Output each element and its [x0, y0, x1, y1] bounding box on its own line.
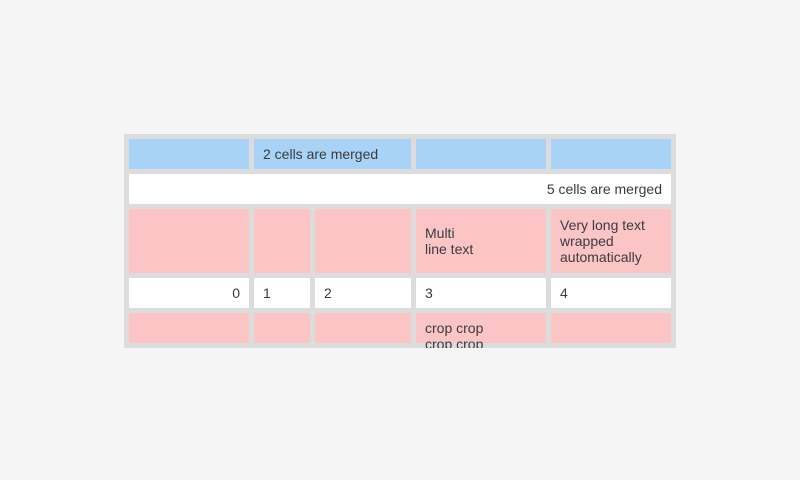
cell-text: 1: [263, 285, 271, 301]
table-row: Multi line text Very long text wrapped a…: [129, 209, 671, 273]
table-cell[interactable]: [254, 209, 310, 273]
table-cell[interactable]: [315, 313, 411, 343]
table-cell-wrapped[interactable]: Very long text wrapped automatically: [551, 209, 671, 273]
cell-text: 2 cells are merged: [263, 146, 379, 162]
table-cell[interactable]: [416, 139, 546, 169]
table-row: crop crop crop crop: [129, 313, 671, 348]
table-cell-multiline[interactable]: Multi line text: [416, 209, 546, 273]
table-cell[interactable]: [129, 313, 249, 343]
table-cell[interactable]: 4: [551, 278, 671, 308]
cell-text: 0: [232, 285, 240, 301]
cell-text: 3: [425, 285, 433, 301]
table-row: 0 1 2 3 4: [129, 278, 671, 308]
table-cell-merged-5[interactable]: 5 cells are merged: [129, 174, 671, 204]
table-cell-merged-2[interactable]: 2 cells are merged: [254, 139, 411, 169]
cell-text: 5 cells are merged: [546, 181, 662, 197]
cell-text: Very long text wrapped automatically: [560, 217, 645, 265]
table-cell[interactable]: [551, 313, 671, 343]
cell-text: crop crop crop crop: [425, 320, 484, 348]
table-cell[interactable]: [254, 313, 310, 343]
cell-text: 4: [560, 285, 568, 301]
table-cell[interactable]: 0: [129, 278, 249, 308]
table-row: 5 cells are merged: [129, 174, 671, 204]
table-cell[interactable]: 3: [416, 278, 546, 308]
table-cell[interactable]: [551, 139, 671, 169]
table-cell[interactable]: 1: [254, 278, 310, 308]
table-cell[interactable]: [129, 139, 249, 169]
cell-text: 2: [324, 285, 332, 301]
table-row: 2 cells are merged: [129, 139, 671, 169]
table-cell[interactable]: 2: [315, 278, 411, 308]
cell-text: Multi line text: [425, 225, 474, 257]
table-widget: 2 cells are merged 5 cells are merged Mu…: [124, 134, 676, 348]
table-cell-cropped[interactable]: crop crop crop crop: [416, 313, 546, 348]
table-cell[interactable]: [129, 209, 249, 273]
table-cell[interactable]: [315, 209, 411, 273]
